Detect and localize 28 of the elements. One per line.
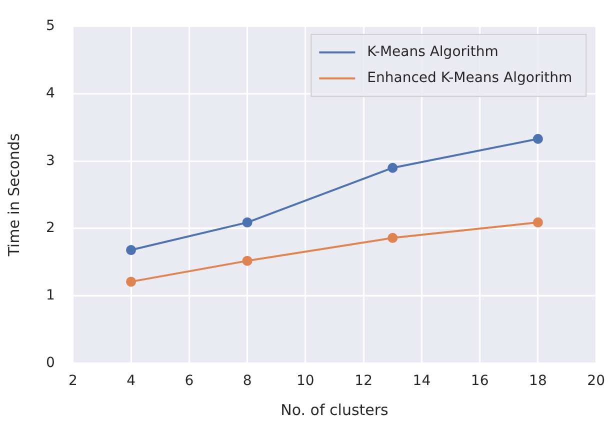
x-tick-label: 16 — [470, 373, 489, 390]
legend-label: Enhanced K-Means Algorithm — [367, 70, 572, 86]
x-tick-label: 12 — [354, 373, 372, 390]
point — [388, 232, 398, 243]
x-tick-label: 6 — [184, 373, 194, 390]
point — [242, 217, 252, 228]
point — [126, 245, 136, 256]
point — [532, 134, 543, 144]
y-tick-label: 4 — [46, 85, 55, 102]
x-tick-label: 14 — [412, 373, 431, 390]
x-tick-label: 10 — [296, 373, 314, 390]
point — [388, 162, 398, 173]
point — [242, 256, 252, 266]
y-tick-label: 2 — [46, 220, 55, 236]
y-axis-title: Time in Seconds — [4, 133, 23, 258]
x-tick-label: 20 — [587, 373, 606, 390]
x-tick-label: 8 — [242, 373, 252, 390]
y-tick-label: 1 — [46, 287, 55, 304]
legend-label: K-Means Algorithm — [367, 44, 498, 60]
y-tick-label: 5 — [46, 18, 55, 34]
point — [532, 217, 543, 228]
y-tick-label: 3 — [46, 152, 55, 169]
x-tick-label: 18 — [529, 373, 547, 390]
x-tick-label: 2 — [68, 373, 78, 390]
x-axis-title: No. of clusters — [280, 400, 389, 419]
y-tick-label: 0 — [46, 354, 55, 371]
x-tick-label: 4 — [126, 373, 136, 390]
point — [126, 276, 136, 287]
